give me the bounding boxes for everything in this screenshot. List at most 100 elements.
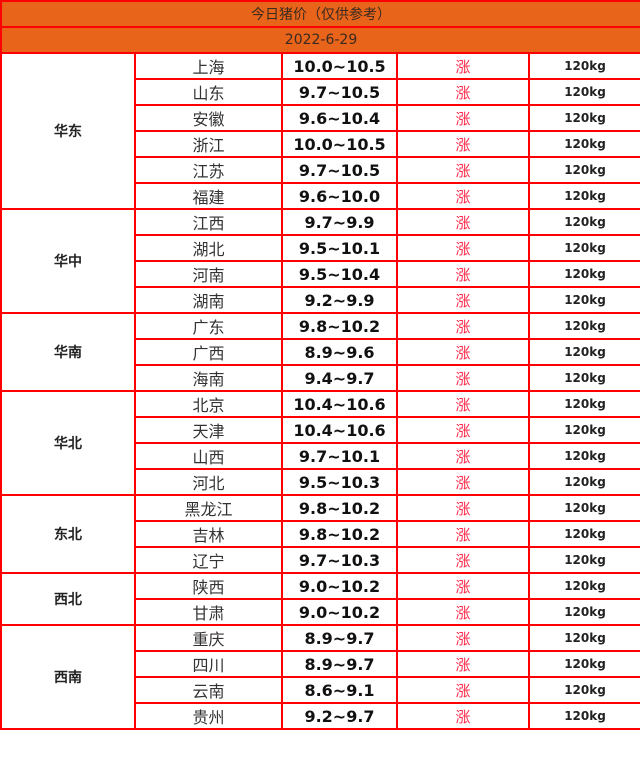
weight-cell: 120kg <box>527 494 640 522</box>
table-row: 河南 9.5~10.4 涨 120kg <box>1 260 640 288</box>
province-cell: 吉林 <box>134 520 283 548</box>
table-row: 华中 江西 9.7~9.9 涨 120kg <box>0 208 640 314</box>
table-row: 湖南 9.2~9.9 涨 120kg <box>1 286 640 314</box>
trend-cell: 涨 <box>396 468 530 496</box>
price-cell: 9.4~9.7 <box>281 364 398 392</box>
province-cell: 江西 <box>134 208 283 236</box>
trend-cell: 涨 <box>396 156 530 184</box>
weight-cell: 120kg <box>527 390 640 418</box>
price-cell: 9.6~10.0 <box>281 182 398 210</box>
province-cell: 天津 <box>134 416 283 444</box>
price-cell: 9.5~10.3 <box>281 468 398 496</box>
date-row: 2022-6-29 <box>0 26 640 54</box>
table-row: 华南 广东 9.8~10.2 涨 120kg <box>0 312 640 392</box>
price-cell: 8.9~9.6 <box>281 338 398 366</box>
price-cell: 8.6~9.1 <box>281 676 398 704</box>
weight-cell: 120kg <box>527 364 640 392</box>
weight-cell: 120kg <box>527 208 640 236</box>
trend-cell: 涨 <box>396 702 530 730</box>
province-cell: 云南 <box>134 676 283 704</box>
pig-price-table: 今日猪价（仅供参考） 2022-6-29 华东 上海 10.0~10.5 涨 120kg… <box>0 0 640 730</box>
weight-cell: 120kg <box>527 416 640 444</box>
region-cell: 华北 <box>0 390 136 496</box>
price-cell: 9.5~10.1 <box>281 234 398 262</box>
weight-cell: 120kg <box>527 52 640 80</box>
table-row: 浙江 10.0~10.5 涨 120kg <box>1 130 640 158</box>
weight-cell: 120kg <box>527 156 640 184</box>
trend-cell: 涨 <box>396 286 530 314</box>
province-cell: 海南 <box>134 364 283 392</box>
trend-cell: 涨 <box>396 572 530 600</box>
table-row: 江苏 9.7~10.5 涨 120kg <box>1 156 640 184</box>
province-cell: 四川 <box>134 650 283 678</box>
table-row: 华北 北京 10.4~10.6 涨 120kg <box>0 390 640 496</box>
province-cell: 湖北 <box>134 234 283 262</box>
region-cell: 华南 <box>0 312 136 392</box>
province-cell: 重庆 <box>134 624 283 652</box>
price-cell: 9.0~10.2 <box>281 598 398 626</box>
province-cell: 福建 <box>134 182 283 210</box>
trend-cell: 涨 <box>396 494 530 522</box>
table-row: 四川 8.9~9.7 涨 120kg <box>1 650 640 678</box>
weight-cell: 120kg <box>527 520 640 548</box>
region-cell: 华东 <box>0 52 136 210</box>
trend-cell: 涨 <box>396 208 530 236</box>
price-cell: 9.5~10.4 <box>281 260 398 288</box>
weight-cell: 120kg <box>527 572 640 600</box>
table-row: 安徽 9.6~10.4 涨 120kg <box>1 104 640 132</box>
trend-cell: 涨 <box>396 234 530 262</box>
weight-cell: 120kg <box>527 598 640 626</box>
price-cell: 10.4~10.6 <box>281 416 398 444</box>
region-cell: 西南 <box>0 624 136 730</box>
weight-cell: 120kg <box>527 442 640 470</box>
table-row: 福建 9.6~10.0 涨 120kg <box>1 182 640 210</box>
weight-cell: 120kg <box>527 260 640 288</box>
table-row: 吉林 9.8~10.2 涨 120kg <box>1 520 640 548</box>
price-cell: 10.4~10.6 <box>281 390 398 418</box>
table-row: 东北 黑龙江 9.8~10.2 涨 120kg <box>0 494 640 574</box>
table-row: 华东 上海 10.0~10.5 涨 120kg <box>0 52 640 210</box>
table-row: 湖北 9.5~10.1 涨 120kg <box>1 234 640 262</box>
weight-cell: 120kg <box>527 624 640 652</box>
trend-cell: 涨 <box>396 182 530 210</box>
province-cell: 辽宁 <box>134 546 283 574</box>
province-cell: 广东 <box>134 312 283 340</box>
trend-cell: 涨 <box>396 312 530 340</box>
price-cell: 9.2~9.9 <box>281 286 398 314</box>
price-cell: 8.9~9.7 <box>281 624 398 652</box>
trend-cell: 涨 <box>396 338 530 366</box>
price-cell: 9.0~10.2 <box>281 572 398 600</box>
trend-cell: 涨 <box>396 78 530 106</box>
table-row: 河北 9.5~10.3 涨 120kg <box>1 468 640 496</box>
table-date: 2022-6-29 <box>0 26 640 54</box>
province-cell: 河南 <box>134 260 283 288</box>
province-cell: 江苏 <box>134 156 283 184</box>
trend-cell: 涨 <box>396 390 530 418</box>
weight-cell: 120kg <box>527 286 640 314</box>
province-cell: 贵州 <box>134 702 283 730</box>
trend-cell: 涨 <box>396 650 530 678</box>
price-cell: 9.7~10.1 <box>281 442 398 470</box>
table-row: 贵州 9.2~9.7 涨 120kg <box>1 702 640 730</box>
table-row: 辽宁 9.7~10.3 涨 120kg <box>1 546 640 574</box>
region-cell: 西北 <box>0 572 136 626</box>
price-cell: 10.0~10.5 <box>281 130 398 158</box>
weight-cell: 120kg <box>527 78 640 106</box>
weight-cell: 120kg <box>527 546 640 574</box>
table-row: 广西 8.9~9.6 涨 120kg <box>1 338 640 366</box>
price-cell: 8.9~9.7 <box>281 650 398 678</box>
province-cell: 甘肃 <box>134 598 283 626</box>
province-cell: 安徽 <box>134 104 283 132</box>
table-row: 云南 8.6~9.1 涨 120kg <box>1 676 640 704</box>
price-cell: 9.2~9.7 <box>281 702 398 730</box>
weight-cell: 120kg <box>527 312 640 340</box>
trend-cell: 涨 <box>396 520 530 548</box>
trend-cell: 涨 <box>396 52 530 80</box>
price-cell: 9.8~10.2 <box>281 312 398 340</box>
weight-cell: 120kg <box>527 234 640 262</box>
province-cell: 黑龙江 <box>134 494 283 522</box>
province-cell: 广西 <box>134 338 283 366</box>
trend-cell: 涨 <box>396 364 530 392</box>
price-cell: 9.7~10.3 <box>281 546 398 574</box>
province-cell: 湖南 <box>134 286 283 314</box>
